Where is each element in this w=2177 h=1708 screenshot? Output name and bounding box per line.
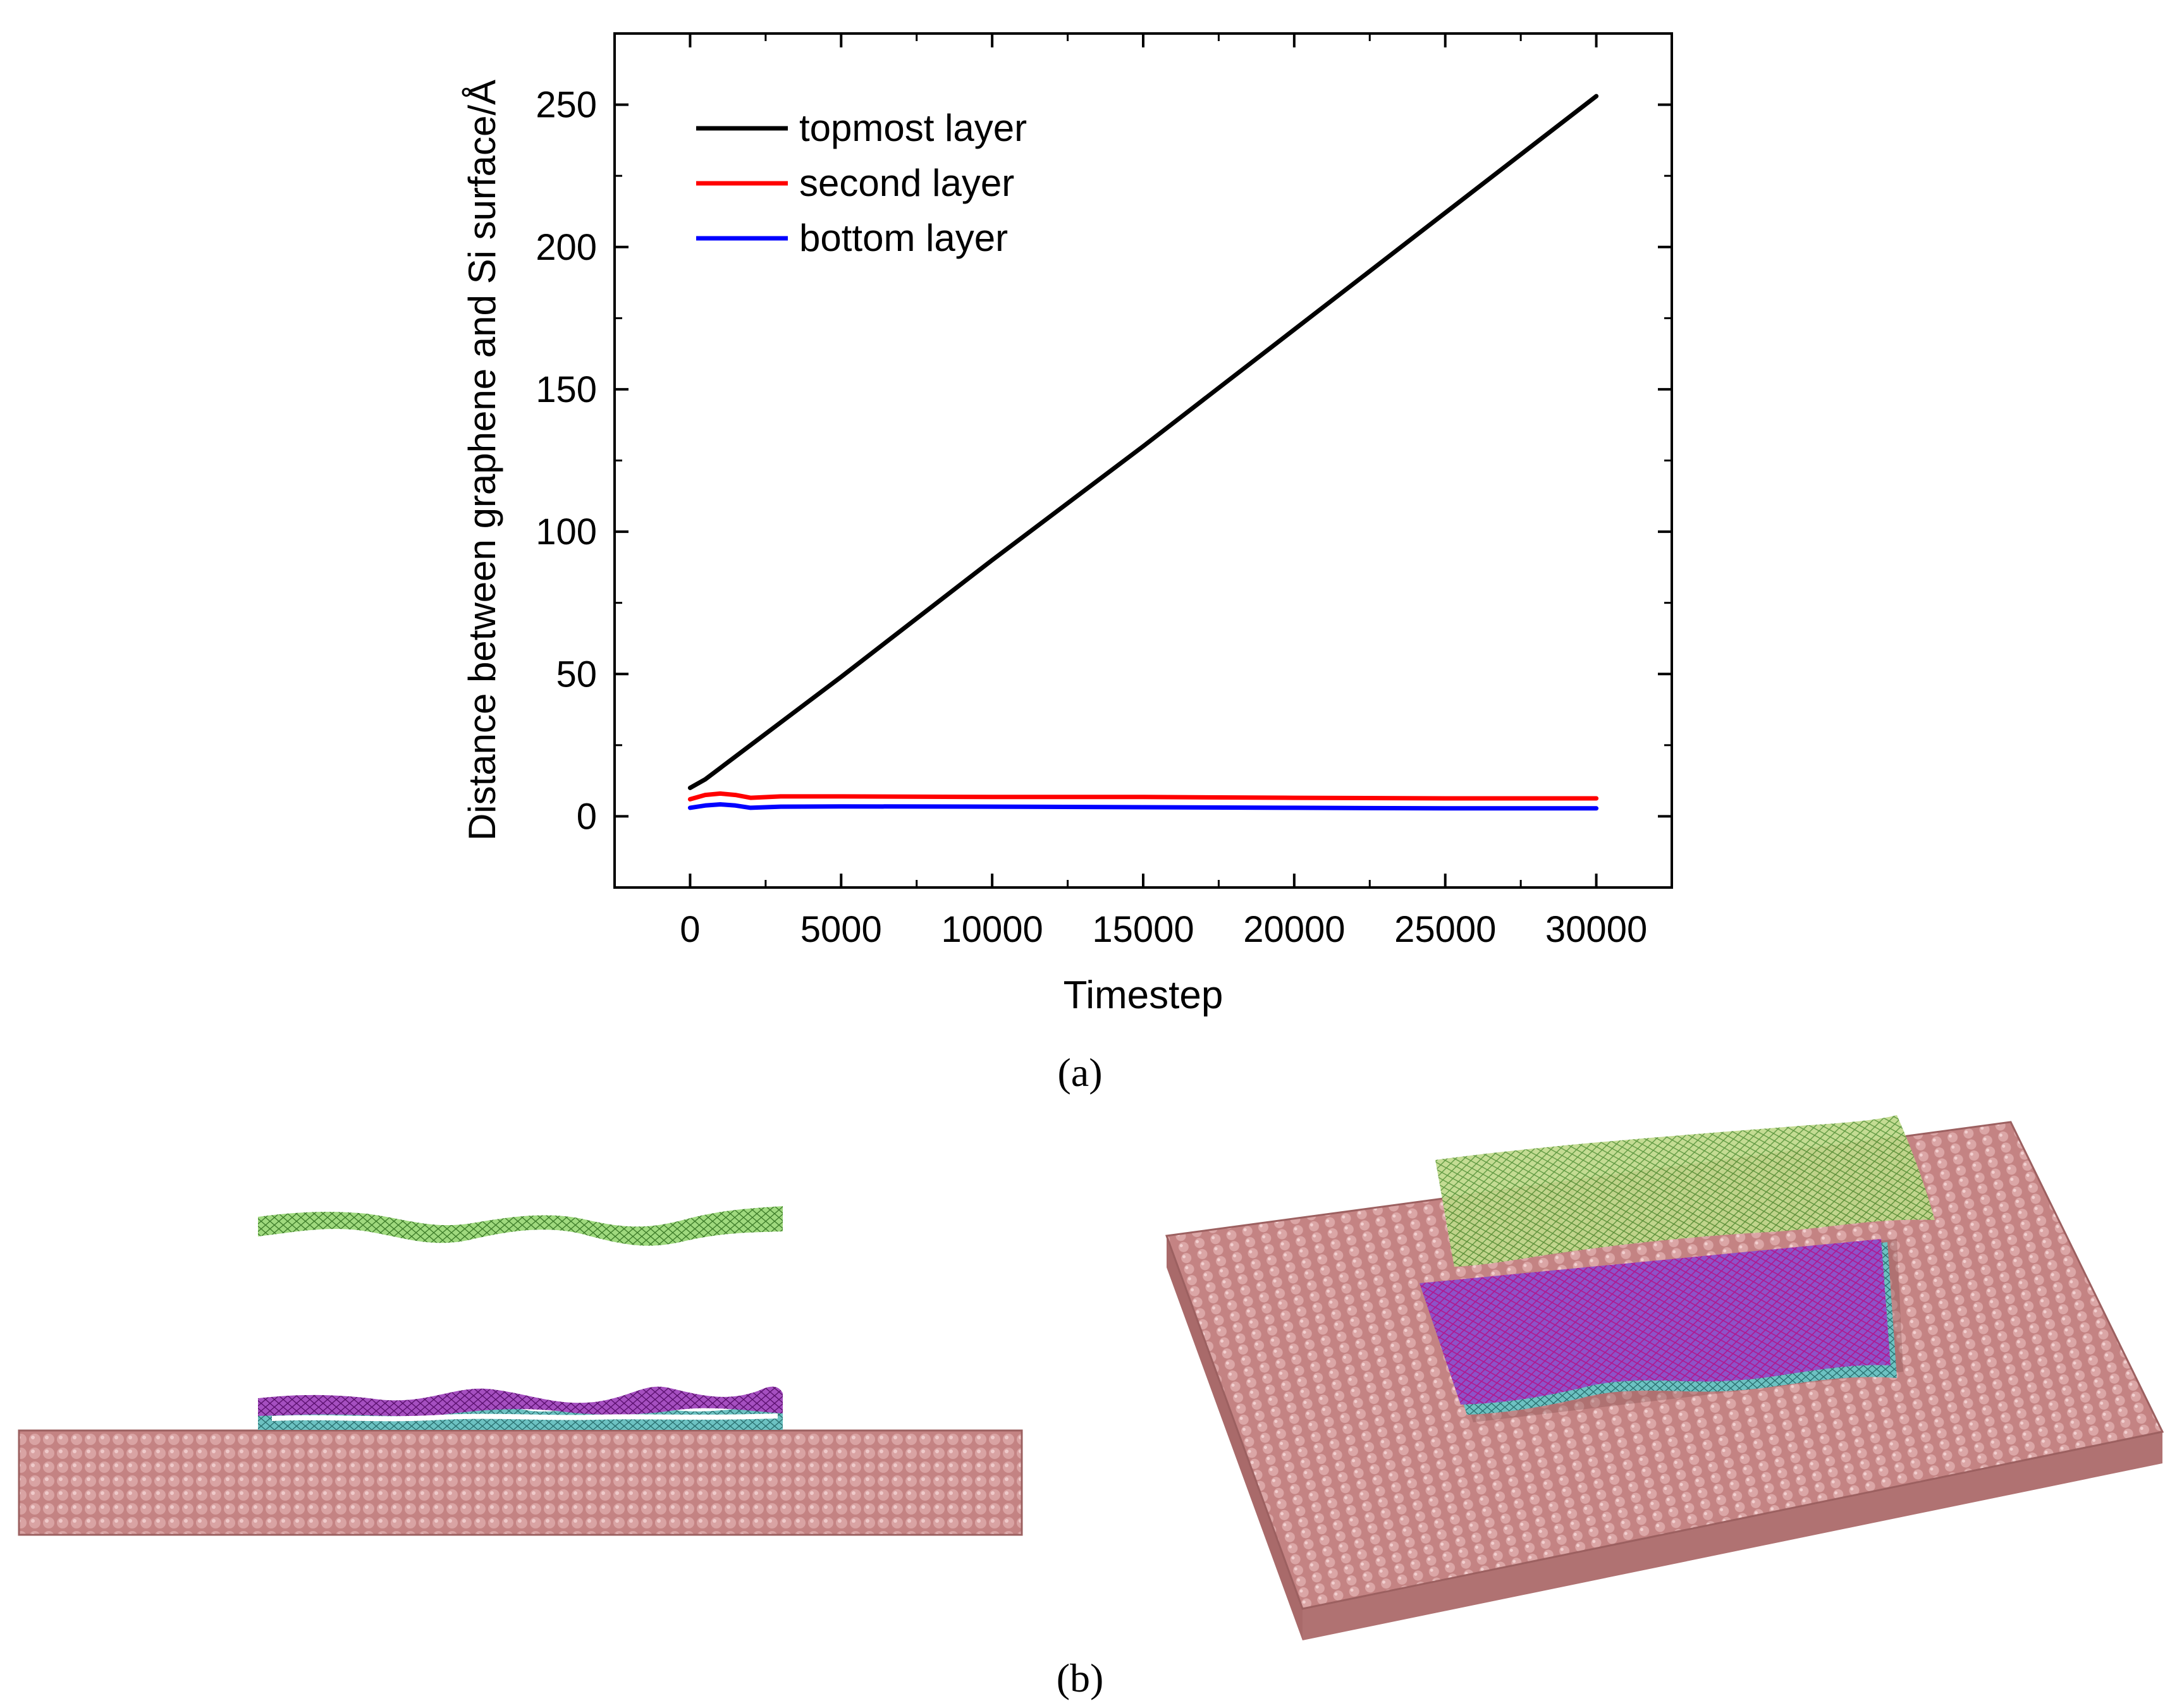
isometric-view-illustration [1165,1115,2164,1640]
legend: topmost layer second layer bottom layer [696,107,1027,259]
x-tick-label: 25000 [1394,909,1496,950]
silicon-slab-right-face [1303,1432,2162,1640]
chart-panel-a: 0 5000 10000 15000 20000 25000 30000 0 50 100 150… [461,32,1673,1017]
x-tick-label: 0 [680,909,700,950]
y-axis-ticks: 0 50 100 150 200 250 [536,85,1672,837]
x-tick-label: 5000 [800,909,882,950]
silicon-slab-front-face [1167,1236,1303,1640]
series-line-2 [687,802,1599,811]
panel-a-label: (a) [1057,1050,1102,1095]
x-axis-ticks: 0 5000 10000 15000 20000 25000 30000 [680,34,1647,950]
x-tick-label: 30000 [1545,909,1647,950]
series-lines [687,94,1599,811]
layer-gap [272,1413,778,1422]
silicon-slab-side [19,1430,1022,1535]
series-line-0 [687,94,1599,790]
y-tick-label: 50 [556,654,597,695]
legend-label-0: topmost layer [799,107,1027,149]
graphene-topmost-layer-iso [1435,1115,1935,1267]
silicon-slab-side-outline [18,1429,1023,1536]
x-tick-label: 10000 [941,909,1043,950]
y-tick-label: 150 [536,369,597,410]
graphene-topmost-layer-side [258,1206,783,1246]
panel-b-label: (b) [1057,1656,1104,1700]
x-tick-label: 20000 [1243,909,1345,950]
series-line-1 [687,791,1599,802]
y-tick-label: 200 [536,227,597,268]
graphene-second-layer-side [258,1386,783,1417]
y-tick-label: 100 [536,511,597,552]
graphene-second-layer-iso [1420,1239,1891,1405]
y-tick-label: 250 [536,85,597,126]
legend-label-2: bottom layer [799,217,1008,259]
x-axis-label: Timestep [1064,973,1223,1017]
legend-label-1: second layer [799,162,1014,204]
x-tick-label: 15000 [1092,909,1194,950]
side-view-illustration [18,1206,1023,1536]
y-tick-label: 0 [577,796,597,837]
y-axis-label: Distance between graphene and Si surface… [461,80,503,841]
